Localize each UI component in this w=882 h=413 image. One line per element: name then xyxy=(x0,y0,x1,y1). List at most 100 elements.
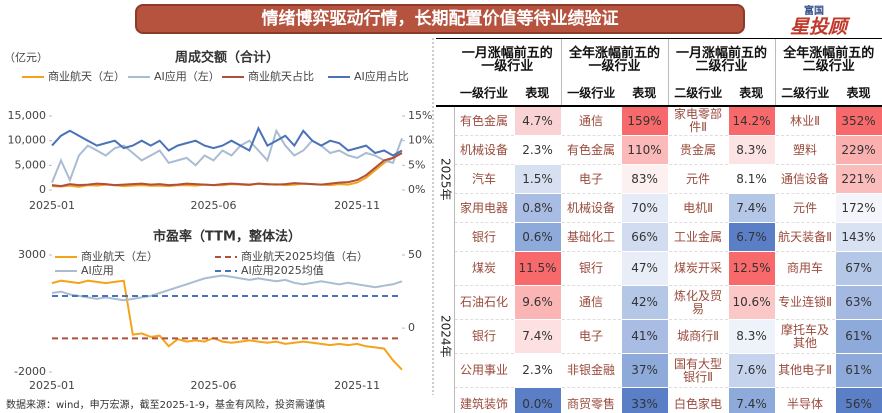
value-cell: 37% xyxy=(620,353,669,388)
value-cell: 70% xyxy=(620,193,669,223)
sub-header: 二级行业 xyxy=(667,81,729,107)
charts: 周成交额（合计） （亿元） 0 5,000 10,000 15,000 0% 5% 10% 15%… xyxy=(4,38,434,395)
industry-cell: 通信 xyxy=(560,106,622,136)
industry-cell: 通信设备 xyxy=(774,164,836,194)
industry-cell: 元件 xyxy=(667,164,729,194)
legend-label: AI应用占比 xyxy=(354,69,409,83)
group-header: 一月涨幅前五的二级行业 xyxy=(667,38,776,81)
industry-cell: 白色家电 xyxy=(667,387,729,413)
table-row: 建筑装饰 0.0% 商贸零售 33% 白色家电 7.4% 半导体 56% xyxy=(436,387,882,413)
industry-cell: 通信 xyxy=(560,285,622,320)
y2-tick-label: 50 xyxy=(408,248,422,261)
table-row: 2025年 有色金属 4.7% 通信 159% 家电零部件Ⅱ 14.2% 林业Ⅱ 352% xyxy=(436,105,882,252)
y2-tick-label: 0 xyxy=(408,321,415,334)
table-row: 机械设备 2.3% 有色金属 110% 贵金属 8.3% 塑料 229% xyxy=(436,135,882,165)
y-tick-label: -2000 xyxy=(14,365,46,378)
industry-cell: 机械设备 xyxy=(454,135,514,165)
value-cell: 61% xyxy=(834,319,882,354)
value-cell: 7.6% xyxy=(727,353,776,388)
industry-cell: 非银金融 xyxy=(560,353,622,388)
industry-cell: 煤炭 xyxy=(454,251,514,286)
value-cell: 0.0% xyxy=(513,387,562,413)
industry-cell: 石油石化 xyxy=(454,285,514,320)
sub-header: 表现 xyxy=(728,81,776,107)
value-cell: 229% xyxy=(834,135,882,165)
series-line xyxy=(51,279,403,371)
series-line xyxy=(51,274,403,302)
value-cell: 83% xyxy=(620,164,669,194)
sub-header: 一级行业 xyxy=(560,81,622,107)
logo: 富国 星投顾 xyxy=(760,2,880,38)
industry-cell: 公用事业 xyxy=(454,353,514,388)
x-tick-label: 2025-11 xyxy=(334,379,380,392)
value-cell: 67% xyxy=(834,251,882,286)
y-tick-label: 10,000 xyxy=(8,134,47,147)
group-header: 全年涨幅前五的二级行业 xyxy=(774,38,882,81)
value-cell: 352% xyxy=(834,105,882,136)
industry-cell: 国有大型银行Ⅱ xyxy=(667,353,729,388)
industry-cell: 有色金属 xyxy=(560,135,622,165)
industry-cell: 银行 xyxy=(560,251,622,286)
industry-table: 一月涨幅前五的一级行业 全年涨幅前五的一级行业 一月涨幅前五的二级行业 全年涨幅前五的… xyxy=(436,38,882,413)
group-header: 一月涨幅前五的一级行业 xyxy=(454,38,562,81)
value-cell: 7.4% xyxy=(513,319,562,354)
value-cell: 110% xyxy=(620,135,669,165)
industry-cell: 炼化及贸易 xyxy=(667,285,729,320)
sub-header: 二级行业 xyxy=(774,81,836,107)
table-row: 家用电器 0.8% 机械设备 70% 电机Ⅱ 7.4% 元件 172% xyxy=(436,193,882,223)
value-cell: 10.6% xyxy=(727,285,776,320)
industry-cell: 银行 xyxy=(454,319,514,354)
y-tick-label: 5,000 xyxy=(15,158,47,171)
x-tick-label: 2025-01 xyxy=(29,199,75,212)
value-cell: 143% xyxy=(834,222,882,252)
industry-cell: 航天装备Ⅱ xyxy=(774,222,836,252)
legend-label: 商业航天（左） xyxy=(81,249,158,263)
industry-cell: 贵金属 xyxy=(667,135,729,165)
value-cell: 63% xyxy=(834,285,882,320)
value-cell: 172% xyxy=(834,193,882,223)
legend-label: AI应用（左） xyxy=(154,69,220,83)
table-row: 石油石化 9.6% 通信 42% 炼化及贸易 10.6% 专业连锁Ⅱ 63% xyxy=(436,285,882,320)
chart-title: 市盈率（TTM，整体法） xyxy=(153,229,301,245)
series-line xyxy=(51,152,403,188)
value-cell: 9.6% xyxy=(513,285,562,320)
series-line xyxy=(51,128,403,183)
value-cell: 66% xyxy=(620,222,669,252)
value-cell: 159% xyxy=(620,105,669,136)
industry-cell: 电子 xyxy=(560,164,622,194)
table-row: 公用事业 2.3% 非银金融 37% 国有大型银行Ⅱ 7.6% 其他电子Ⅱ 61% xyxy=(436,353,882,388)
corner xyxy=(436,38,454,81)
table-row: 银行 7.4% 电子 41% 城商行Ⅱ 8.3% 摩托车及其他 61% xyxy=(436,319,882,354)
legend-label: AI应用2025均值 xyxy=(241,263,324,277)
group-header: 全年涨幅前五的一级行业 xyxy=(560,38,669,81)
y-tick-label: 15,000 xyxy=(8,109,47,122)
industry-cell: 塑料 xyxy=(774,135,836,165)
legend-label: 商业航天2025均值（右） xyxy=(241,249,368,263)
industry-cell: 银行 xyxy=(454,222,514,252)
industry-cell: 工业金属 xyxy=(667,222,729,252)
industry-cell: 电子 xyxy=(560,319,622,354)
value-cell: 8.3% xyxy=(727,135,776,165)
value-cell: 2.3% xyxy=(513,353,562,388)
industry-cell: 元件 xyxy=(774,193,836,223)
corner xyxy=(436,81,454,107)
industry-cell: 商贸零售 xyxy=(560,387,622,413)
value-cell: 14.2% xyxy=(727,105,776,136)
value-cell: 61% xyxy=(834,353,882,388)
y2-tick-label: 5% xyxy=(408,158,425,171)
table-row: 汽车 1.5% 电子 83% 元件 8.1% 通信设备 221% xyxy=(436,164,882,194)
sub-header: 表现 xyxy=(514,81,562,107)
industry-cell: 家用电器 xyxy=(454,193,514,223)
y-tick-label: 0 xyxy=(39,183,46,196)
y-tick-label: 3000 xyxy=(18,248,46,261)
industry-cell: 家电零部件Ⅱ xyxy=(667,106,729,136)
value-cell: 0.6% xyxy=(513,222,562,252)
value-cell: 42% xyxy=(620,285,669,320)
banner-title: 情绪博弈驱动行情，长期配置价值等待业绩验证 xyxy=(135,4,745,34)
source-note: 数据来源：wind，申万宏源，截至2025-1-9，基金有风险，投资需谨慎 xyxy=(6,400,326,411)
value-cell: 7.4% xyxy=(727,387,776,413)
industry-cell: 煤炭开采 xyxy=(667,251,729,286)
value-cell: 4.7% xyxy=(513,105,562,136)
value-cell: 8.3% xyxy=(727,319,776,354)
